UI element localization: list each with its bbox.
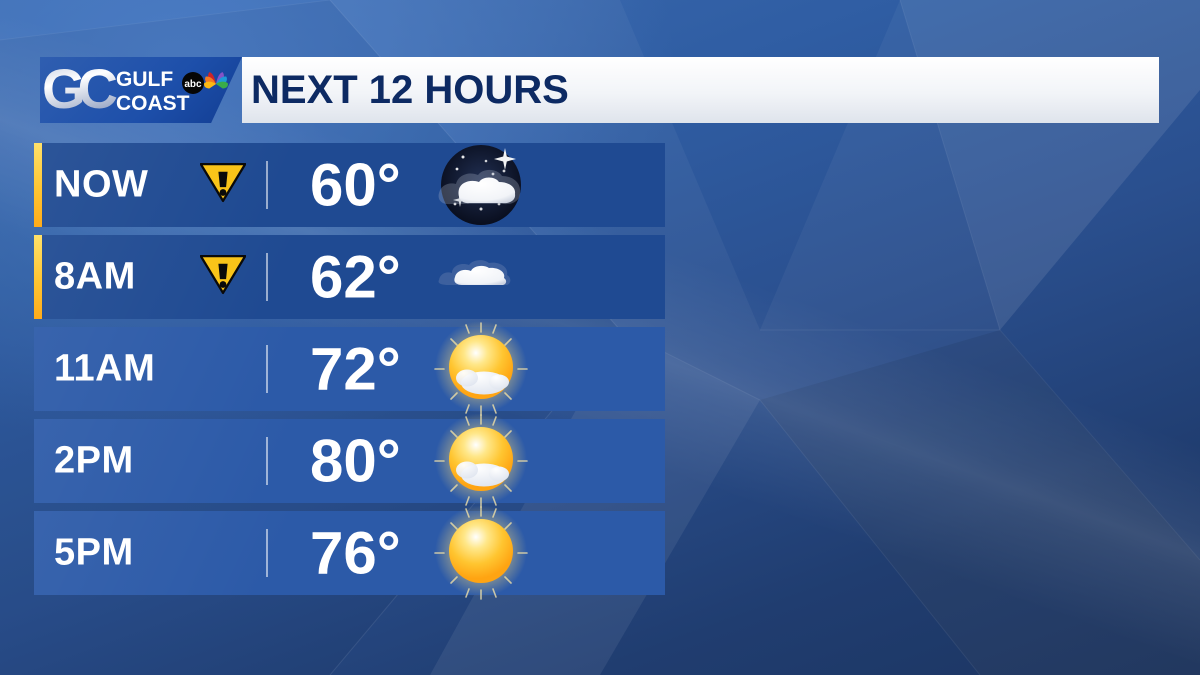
svg-text:COAST: COAST — [116, 92, 190, 115]
svg-text:abc: abc — [184, 79, 202, 90]
svg-text:GC: GC — [42, 57, 117, 120]
svg-text:GULF: GULF — [116, 68, 173, 91]
